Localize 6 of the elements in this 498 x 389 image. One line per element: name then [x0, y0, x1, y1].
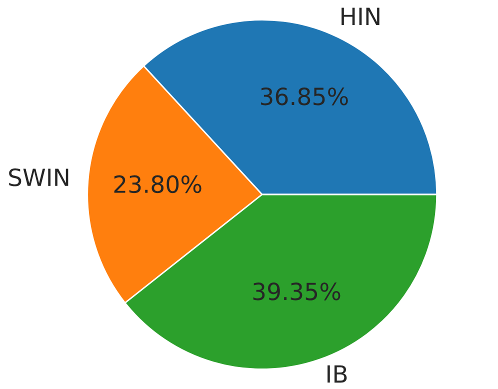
slice-label: IB — [328, 365, 347, 383]
slice-label: HIN — [342, 8, 380, 25]
data-label: 23.80% — [114, 175, 202, 194]
slice-label: SWIN — [9, 168, 68, 186]
data-label: 36.85% — [260, 87, 348, 106]
data-label: 39.35% — [253, 282, 340, 300]
